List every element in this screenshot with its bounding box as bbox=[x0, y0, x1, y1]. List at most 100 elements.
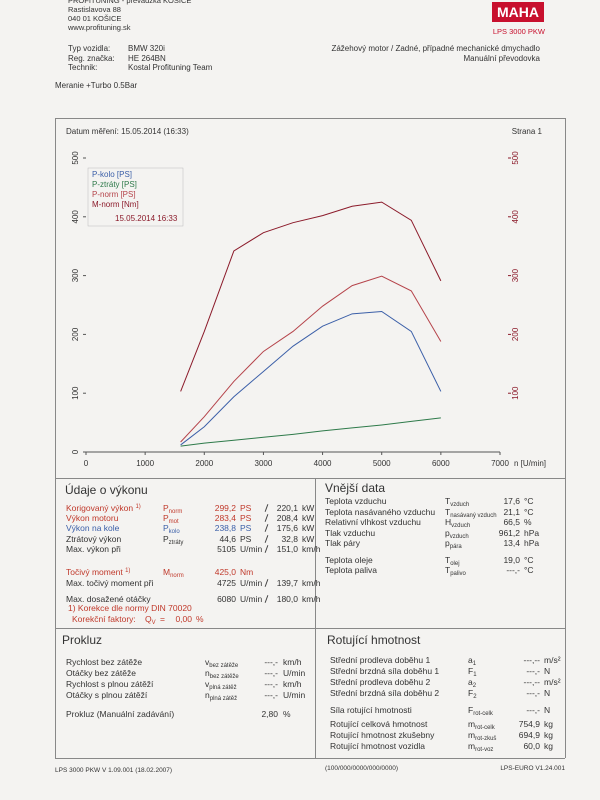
row-label: Rychlost bez zátěže bbox=[66, 657, 143, 667]
section-title: Vnější data bbox=[325, 481, 386, 495]
row-unit: hPa bbox=[524, 538, 540, 548]
symbol: Tnasávaný vzduch bbox=[445, 507, 497, 518]
symbol: nplná zátěž bbox=[205, 691, 237, 702]
symbol-letter: n bbox=[205, 668, 210, 678]
row-value: 32,8 bbox=[281, 533, 298, 544]
symbol-letter: F bbox=[468, 666, 474, 676]
row-unit: °C bbox=[524, 554, 534, 565]
symbol: mrot-zkuš bbox=[468, 731, 496, 742]
symbol-letter: F bbox=[468, 705, 474, 715]
symbol-letter: v bbox=[205, 657, 210, 667]
row-value: 19,0 bbox=[503, 554, 520, 565]
row-value: ---,- bbox=[526, 688, 540, 698]
symbol-letter: v bbox=[205, 679, 210, 689]
row-value: 151,0 bbox=[276, 543, 298, 554]
row-label: Otáčky s plnou zátěží bbox=[66, 690, 148, 700]
row-unit: m/s² bbox=[544, 655, 561, 665]
row-value: ---,-- bbox=[523, 655, 540, 665]
y2-tick-label: 500 bbox=[511, 151, 520, 165]
row-unit: kW bbox=[302, 533, 315, 544]
symbol: F2 bbox=[468, 689, 477, 700]
symbol: Hvzduch bbox=[445, 518, 470, 529]
symbol: mrot-celk bbox=[468, 720, 495, 731]
footer-text: LPS 3000 PKW V 1.09.001 (18.02.2007) bbox=[55, 767, 173, 774]
series-line bbox=[180, 310, 442, 446]
symbol-letter: P bbox=[163, 513, 169, 524]
row-label: Rychlost s plnou zátěží bbox=[66, 679, 154, 689]
symbol: vplná zátěž bbox=[205, 680, 237, 691]
symbol: Pnorm bbox=[163, 504, 182, 515]
footer-text: LPS-EURO V1.24.001 bbox=[500, 765, 565, 772]
rule bbox=[55, 118, 565, 119]
row-value: 6080 bbox=[217, 593, 236, 604]
row-unit: °C bbox=[524, 565, 534, 575]
symbol-letter: F bbox=[468, 688, 474, 698]
factor-unit: % bbox=[196, 614, 204, 624]
row-unit: kg bbox=[544, 719, 553, 729]
vehicle-label: Reg. značka: bbox=[68, 53, 115, 63]
factor-eq: = bbox=[160, 614, 165, 624]
symbol-letter: m bbox=[468, 741, 476, 751]
row-value: ---,-- bbox=[523, 677, 540, 687]
symbol-subscript: vzduch bbox=[450, 502, 470, 508]
row-value: 139,7 bbox=[276, 578, 298, 588]
symbol-subscript: kolo bbox=[168, 529, 180, 536]
legend-date: 15.05.2014 16:33 bbox=[115, 214, 178, 223]
measurement-note: Meranie +Turbo 0.5Bar bbox=[55, 81, 138, 90]
symbol-subscript: rot-voz bbox=[475, 747, 494, 753]
row-label: Teplota oleje bbox=[325, 554, 373, 565]
row-label: Max. točivý moment při bbox=[66, 578, 154, 588]
y-tick-label: 0 bbox=[71, 449, 80, 454]
vehicle-description: Zážehový motor / Zadné, případné mechani… bbox=[331, 44, 540, 53]
series-line bbox=[180, 201, 442, 392]
symbol-subscript: 2 bbox=[473, 694, 477, 700]
row-unit: km/h bbox=[302, 543, 321, 554]
company-line: www.profituning.sk bbox=[68, 23, 131, 32]
row-label: Prokluz (Manuální zadávání) bbox=[66, 709, 175, 719]
row-unit: PS bbox=[240, 533, 252, 544]
row-unit: PS bbox=[240, 513, 252, 524]
row-unit: PS bbox=[240, 523, 252, 534]
y2-tick-label: 300 bbox=[511, 268, 520, 282]
row-value: ---,- bbox=[264, 668, 278, 678]
symbol-letter: p bbox=[445, 527, 450, 538]
row-label: Výkon na kole bbox=[66, 523, 120, 534]
separator bbox=[264, 504, 269, 512]
x-tick-label: 5000 bbox=[373, 459, 391, 468]
row-unit: U/min bbox=[240, 593, 263, 604]
symbol-letter: a bbox=[468, 655, 473, 665]
row-value: 694,9 bbox=[518, 730, 540, 740]
symbol: Tvzduch bbox=[445, 497, 469, 508]
symbol-subscript: vzduch bbox=[451, 523, 471, 529]
symbol-letter: P bbox=[163, 503, 169, 513]
row-value: ---,- bbox=[264, 690, 278, 700]
symbol: Tolej bbox=[445, 554, 460, 566]
symbol: vbez zátěže bbox=[205, 658, 238, 669]
row-label: Max. dosažené otáčky bbox=[66, 593, 151, 604]
row-unit: °C bbox=[524, 506, 534, 517]
symbol-letter: p bbox=[445, 538, 450, 548]
symbol-subscript: mot bbox=[168, 519, 179, 526]
symbol-subscript: plná zátěž bbox=[209, 685, 237, 691]
row-unit: km/h bbox=[302, 578, 321, 588]
symbol-letter: T bbox=[445, 554, 451, 565]
row-unit: U/min bbox=[240, 578, 263, 588]
symbol-subscript: rot-zkuš bbox=[475, 736, 497, 742]
row-value: ---,- bbox=[264, 657, 278, 667]
section-title: Údaje o výkonu bbox=[65, 483, 148, 497]
company-line: 040 01 KOŠICE bbox=[68, 14, 122, 23]
symbol-letter: P bbox=[163, 523, 169, 534]
symbol: Frot-celk bbox=[468, 706, 493, 717]
vehicle-value: Kostal Profituning Team bbox=[128, 63, 213, 72]
rule bbox=[55, 758, 565, 759]
row-unit: N bbox=[544, 705, 551, 715]
section-title: Prokluz bbox=[62, 633, 103, 647]
row-label: Rotující celková hmotnost bbox=[330, 719, 428, 729]
factor-value: 0,00 bbox=[175, 614, 192, 624]
row-value: 44,6 bbox=[219, 533, 236, 544]
section-title: Rotující hmotnost bbox=[327, 633, 421, 647]
row-label: Střední prodleva doběhu 1 bbox=[330, 655, 431, 665]
symbol-letter: Q bbox=[145, 614, 152, 624]
legend-entry: P-kolo [PS] bbox=[92, 170, 132, 179]
